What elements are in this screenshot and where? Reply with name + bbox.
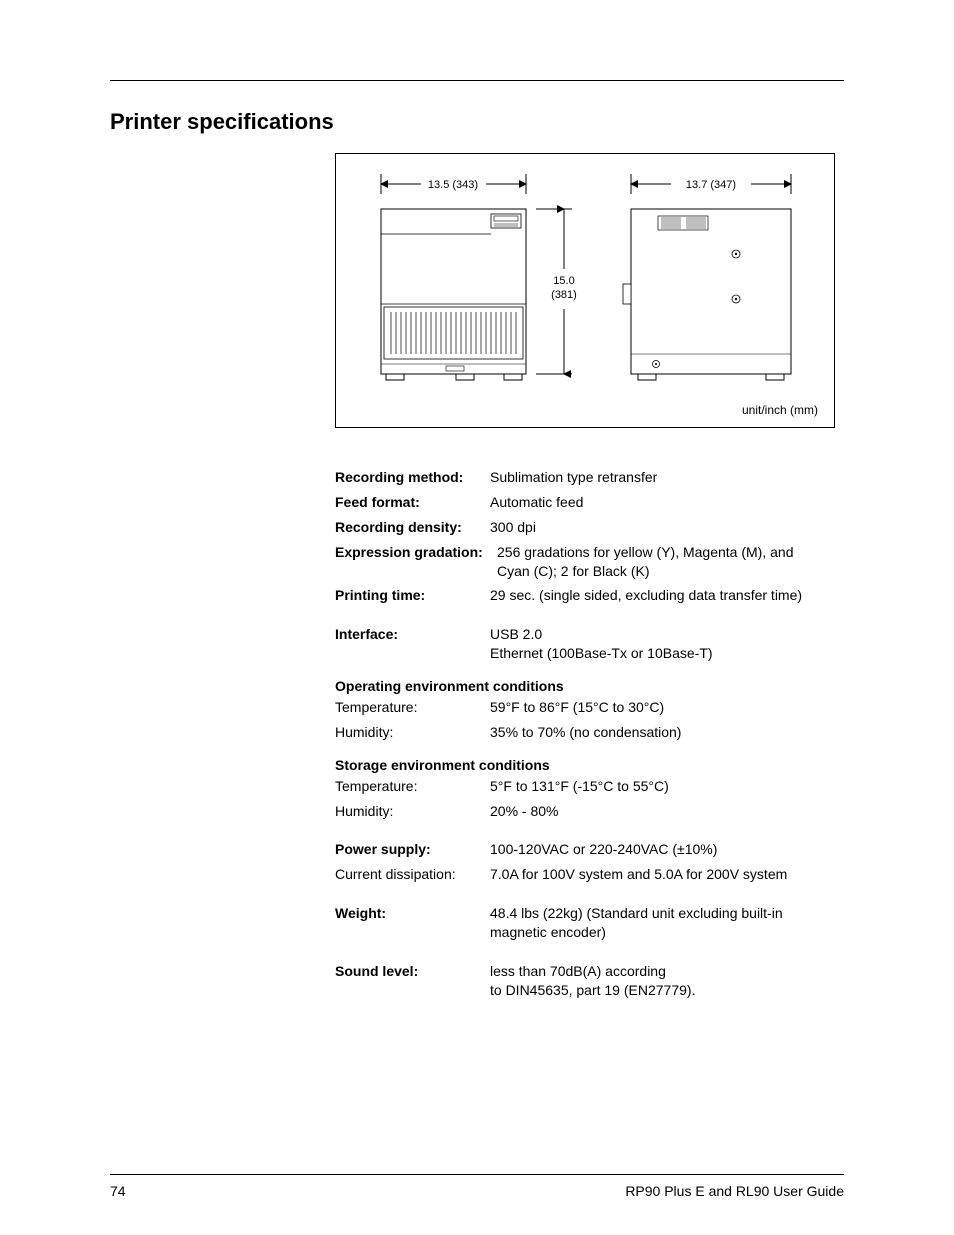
spec-value: 59°F to 86°F (15°C to 30°C) xyxy=(490,698,845,717)
section-title: Printer specifications xyxy=(110,109,844,135)
page-footer: 74 RP90 Plus E and RL90 User Guide xyxy=(110,1183,844,1199)
doc-title: RP90 Plus E and RL90 User Guide xyxy=(625,1183,844,1199)
spec-label: Humidity: xyxy=(335,802,490,821)
side-width-label: 13.7 (347) xyxy=(686,179,736,191)
front-width-label: 13.5 (343) xyxy=(428,179,478,191)
spec-value: 7.0A for 100V system and 5.0A for 200V s… xyxy=(490,865,845,884)
spec-list: Recording method: Sublimation type retra… xyxy=(335,468,845,1000)
spec-value: 5°F to 131°F (-15°C to 55°C) xyxy=(490,777,845,796)
dimension-diagram: 13.5 (343) xyxy=(335,153,835,428)
spec-value: less than 70dB(A) according to DIN45635,… xyxy=(490,962,845,1000)
spec-value: USB 2.0 Ethernet (100Base-Tx or 10Base-T… xyxy=(490,625,845,663)
page-number: 74 xyxy=(110,1183,126,1199)
spec-label: Printing time: xyxy=(335,586,490,605)
diagram-svg: 13.5 (343) xyxy=(336,154,836,429)
spec-value: 256 gradations for yellow (Y), Magenta (… xyxy=(497,543,845,581)
unit-note: unit/inch (mm) xyxy=(742,403,818,417)
spec-label: Temperature: xyxy=(335,698,490,717)
spec-value: 48.4 lbs (22kg) (Standard unit excluding… xyxy=(490,904,845,942)
spec-value: 20% - 80% xyxy=(490,802,845,821)
top-rule xyxy=(110,80,844,81)
page: Printer specifications xyxy=(0,0,954,1235)
height-label-1: 15.0 xyxy=(553,275,574,287)
spec-label: Recording method: xyxy=(335,468,490,487)
spec-value: 300 dpi xyxy=(490,518,845,537)
spec-label: Recording density: xyxy=(335,518,490,537)
spec-value: Automatic feed xyxy=(490,493,845,512)
spec-label: Humidity: xyxy=(335,723,490,742)
diagram-frame: 13.5 (343) xyxy=(335,153,835,428)
spec-label: Temperature: xyxy=(335,777,490,796)
spec-value: 35% to 70% (no condensation) xyxy=(490,723,845,742)
operating-env-heading: Operating environment conditions xyxy=(335,677,845,696)
spec-label: Power supply: xyxy=(335,840,490,859)
storage-env-heading: Storage environment conditions xyxy=(335,756,845,775)
spec-value: 100-120VAC or 220-240VAC (±10%) xyxy=(490,840,845,859)
spec-label: Current dissipation: xyxy=(335,865,490,884)
spec-value: 29 sec. (single sided, excluding data tr… xyxy=(490,586,845,605)
spec-label: Interface: xyxy=(335,625,490,663)
spec-label: Expression gradation: xyxy=(335,543,497,581)
spec-value: Sublimation type retransfer xyxy=(490,468,845,487)
footer-rule xyxy=(110,1174,844,1175)
spec-label: Weight: xyxy=(335,904,490,942)
spec-label: Sound level: xyxy=(335,962,490,1000)
spec-label: Feed format: xyxy=(335,493,490,512)
height-label-2: (381) xyxy=(551,289,577,301)
